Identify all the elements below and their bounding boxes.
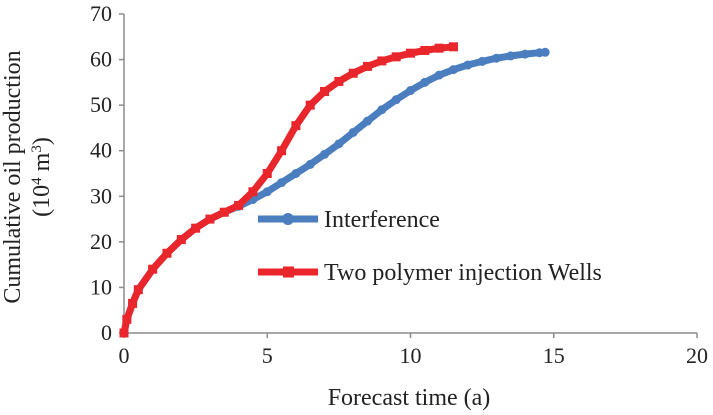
x-tick-label: 10 [400,343,422,368]
x-tick-label: 20 [686,343,708,368]
legend-item: Interference [258,207,440,233]
legend-marker [282,213,294,225]
y-tick-label: 10 [90,274,112,299]
data-point [391,95,401,105]
legend-label: Two polymer injection Wells [324,260,602,286]
data-point [176,235,186,245]
data-point [291,121,301,131]
data-point [448,42,458,52]
series-line [120,43,457,337]
data-point [219,207,229,217]
x-tick-label: 0 [119,343,130,368]
data-point [363,116,373,126]
data-point [406,86,415,96]
data-point [520,49,530,59]
series-1 [119,42,458,338]
y-tick-label: 20 [90,229,112,254]
y-axis-title-line2: (104 m3) [29,137,55,217]
data-point [334,139,344,149]
data-point [434,70,444,80]
series-line [120,48,549,337]
data-point [248,187,258,197]
data-point [122,314,132,324]
data-point [477,56,487,66]
data-point [420,77,430,87]
data-point [305,100,315,110]
data-point [448,65,458,75]
y-tick-label: 40 [90,138,112,163]
data-point [348,127,358,137]
x-axis-title: Forecast time (a) [328,385,491,411]
data-point [119,328,129,338]
data-point [291,169,301,178]
data-point [262,169,272,178]
series-0 [119,47,550,338]
data-point [348,68,358,78]
data-point [320,149,330,159]
y-tick-label: 30 [90,183,112,208]
legend-item: Two polymer injection Wells [258,260,602,286]
data-point [391,52,401,62]
data-point [377,56,387,66]
y-tick-label: 60 [90,47,112,72]
data-point [540,47,550,57]
y-tick-label: 50 [90,92,112,117]
series-layer [119,42,550,338]
data-point [320,86,330,96]
legend-marker [283,266,294,278]
data-point [133,285,143,295]
data-point [128,298,138,308]
data-point [363,61,373,71]
data-point [377,105,387,115]
y-tick-label: 0 [101,320,112,345]
data-point [148,264,158,274]
legend-label: Interference [324,207,440,233]
data-point [491,53,501,63]
data-point [434,43,444,53]
y-tick-label: 70 [90,1,112,26]
data-point [205,214,215,224]
data-point [334,76,344,86]
data-point [262,187,272,197]
data-point [277,178,287,188]
data-point [191,223,201,233]
data-point [506,51,516,61]
legend: Interference Two polymer injection Wells [258,207,602,286]
data-point [420,45,430,55]
data-point [277,146,287,156]
data-point [162,248,172,258]
x-tick-label: 5 [262,343,273,368]
data-point [305,159,315,169]
y-axis-title-line1: Cumulative oil production [0,50,26,303]
x-tick-labels: 0 5 10 15 20 [119,333,708,368]
data-point [234,200,244,210]
x-tick-label: 15 [543,343,565,368]
y-tick-labels: 0 10 20 30 40 50 60 70 [90,1,124,345]
data-point [463,60,473,70]
data-point [406,48,415,58]
